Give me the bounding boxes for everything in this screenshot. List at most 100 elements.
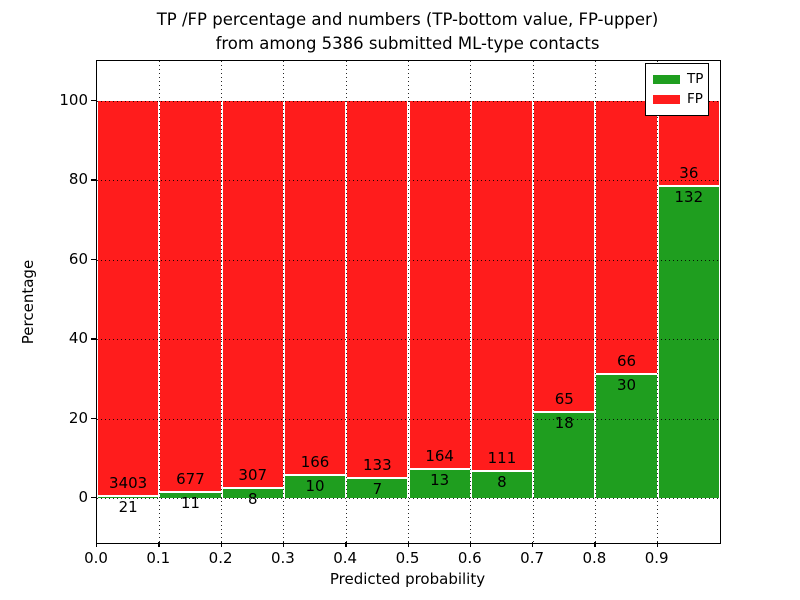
vertical-gridline <box>532 61 534 543</box>
tp-bar-segment <box>471 472 533 498</box>
y-tick-mark <box>91 258 96 261</box>
chart-title: TP /FP percentage and numbers (TP-bottom… <box>96 8 719 56</box>
tp-count-label: 11 <box>180 493 200 512</box>
legend-entry-tp: TP <box>653 69 704 89</box>
tp-bar-segment <box>409 469 470 498</box>
fp-count-label: 36 <box>679 164 699 183</box>
fp-bar-segment <box>534 101 595 411</box>
y-tick-mark <box>91 179 96 181</box>
x-tick-mark <box>656 542 659 547</box>
fp-count-label: 166 <box>300 453 330 472</box>
tp-count-label: 8 <box>497 473 507 492</box>
legend-label-tp: TP <box>687 71 704 87</box>
x-tick-mark <box>407 542 409 547</box>
x-tick-label: 0.3 <box>270 549 295 567</box>
x-tick-mark <box>469 542 472 547</box>
y-tick-mark <box>91 417 96 419</box>
chart-title-line1: TP /FP percentage and numbers (TP-bottom… <box>156 10 659 29</box>
legend-entry-fp: FP <box>653 89 703 109</box>
vertical-gridline <box>657 61 659 543</box>
fp-count-label: 677 <box>176 469 205 488</box>
tp-swatch-icon <box>653 74 680 84</box>
fp-bar-segment <box>347 101 408 478</box>
y-tick-mark <box>91 497 96 499</box>
fp-bar-segment <box>160 101 221 491</box>
x-tick-label: 0.4 <box>333 549 358 567</box>
tp-count-label: 30 <box>616 375 637 394</box>
y-tick-mark <box>91 338 96 340</box>
fp-count-label: 3403 <box>109 473 148 492</box>
fp-count-label: 307 <box>238 465 268 484</box>
fp-bar-segment <box>98 101 159 495</box>
x-axis-label: Predicted probability <box>329 570 486 588</box>
tp-count-label: 21 <box>118 497 138 516</box>
tp-bar-segment <box>347 479 408 498</box>
fp-count-label: 133 <box>363 456 392 475</box>
x-tick-label: 0.7 <box>520 549 545 567</box>
fp-bar-segment <box>284 101 346 475</box>
tp-bar-segment <box>98 496 159 498</box>
x-tick-mark <box>282 542 285 547</box>
fp-bar-segment <box>409 101 470 468</box>
tp-bar-segment <box>658 187 719 498</box>
chart-title-line2: from among 5386 submitted ML-type contac… <box>215 33 600 53</box>
vertical-gridline <box>283 61 285 543</box>
tp-count-label: 13 <box>430 470 450 489</box>
tp-count-label: 7 <box>372 480 383 499</box>
x-tick-mark <box>594 542 596 547</box>
x-tick-mark <box>96 542 98 547</box>
bar-column: 66 30 <box>595 61 657 543</box>
bar-column: 677 11 <box>159 61 221 543</box>
y-tick-label: 80 <box>68 170 88 189</box>
bar-column: 133 7 <box>346 61 408 543</box>
vertical-gridline <box>221 61 223 543</box>
tp-count-label: 10 <box>305 477 325 496</box>
y-axis-label: Percentage <box>19 259 37 345</box>
fp-count-label: 164 <box>425 446 454 465</box>
x-tick-mark <box>158 542 160 547</box>
fp-swatch-icon <box>653 94 680 104</box>
bar-column: 307 8 <box>222 61 284 543</box>
fp-bar-segment <box>222 101 283 487</box>
y-tick-label: 100 <box>59 91 88 109</box>
bar-column: 65 18 <box>533 61 595 543</box>
x-tick-label: 0.1 <box>146 549 171 567</box>
legend-label-fp: FP <box>687 91 703 107</box>
vertical-gridline <box>158 61 160 543</box>
y-tick-label: 40 <box>68 329 88 348</box>
bar-column: 164 13 <box>409 61 471 543</box>
fp-count-label: 65 <box>554 389 574 408</box>
x-tick-label: 0.9 <box>644 549 669 567</box>
vertical-gridline <box>470 61 472 543</box>
y-tick-label: 60 <box>68 249 88 268</box>
tp-bar-segment <box>160 492 221 498</box>
y-tick-label: 0 <box>78 488 88 506</box>
plot-area: 3403 21 677 11 307 8 166 10 133 7 164 13 111 8 65 18 66 3… <box>96 60 721 544</box>
vertical-gridline <box>594 61 596 543</box>
vertical-gridline <box>345 61 347 543</box>
fp-count-label: 66 <box>616 351 637 370</box>
tp-bar-segment <box>222 488 283 498</box>
vertical-gridline <box>408 61 409 543</box>
fp-bar-segment <box>471 101 533 471</box>
tp-bar-segment <box>596 374 657 498</box>
tp-bar-segment <box>284 476 346 498</box>
x-tick-label: 0.2 <box>208 549 233 567</box>
x-tick-mark <box>532 542 534 547</box>
x-tick-mark <box>345 542 347 547</box>
y-tick-label: 20 <box>68 408 88 427</box>
tp-count-label: 18 <box>554 413 574 432</box>
x-tick-mark <box>220 542 222 547</box>
bar-column: 36 132 <box>658 61 720 543</box>
fp-bar-segment <box>596 101 657 373</box>
tp-bar-segment <box>534 412 595 498</box>
fp-count-label: 111 <box>487 449 517 468</box>
tp-count-label: 132 <box>674 188 704 207</box>
bar-column: 3403 21 <box>97 61 159 543</box>
tp-count-label: 8 <box>247 489 258 508</box>
y-tick-mark <box>91 100 96 102</box>
x-tick-label: 0.0 <box>84 549 108 567</box>
x-tick-label: 0.5 <box>395 549 420 567</box>
x-tick-label: 0.6 <box>457 549 482 567</box>
